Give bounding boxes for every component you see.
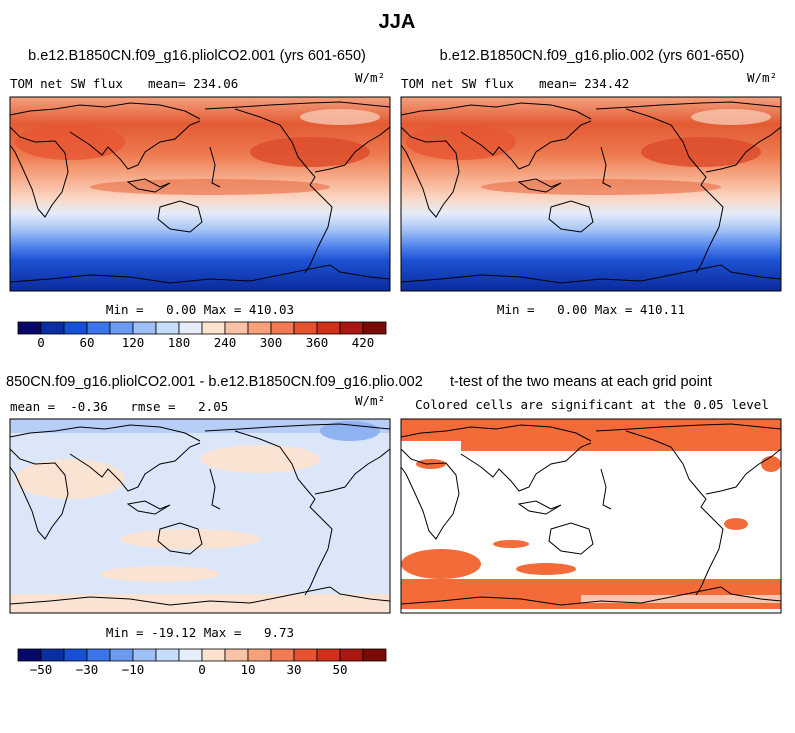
colorbar-box xyxy=(86,648,111,662)
colorbar-box xyxy=(201,321,226,335)
colorbar-box xyxy=(339,648,364,662)
panel-units: W/m² xyxy=(747,70,777,85)
panel-units: W/m² xyxy=(355,70,385,85)
colorbar-box xyxy=(63,648,88,662)
colorbar-box xyxy=(224,321,249,335)
colorbar-box xyxy=(155,321,180,335)
panel-title: t-test of the two means at each grid poi… xyxy=(450,374,712,390)
panel-left-label: TOM net SW flux xyxy=(10,76,123,91)
panel-units: W/m² xyxy=(355,393,385,408)
colorbar-label: −30 xyxy=(76,662,99,677)
colorbar-box xyxy=(155,648,180,662)
colorbar-box xyxy=(270,321,295,335)
map xyxy=(400,96,782,292)
figure-title: JJA xyxy=(379,11,416,33)
colorbar-box xyxy=(362,321,387,335)
colorbar-box xyxy=(109,321,134,335)
colorbar-label: 300 xyxy=(260,335,283,350)
panel-title: 850CN.f09_g16.pliolCO2.001 - b.e12.B1850… xyxy=(6,374,423,390)
colorbar-label: −10 xyxy=(122,662,145,677)
min-max: Min = 0.00 Max = 410.11 xyxy=(497,302,685,317)
min-max: Min = -19.12 Max = 9.73 xyxy=(106,625,294,640)
panel-title: b.e12.B1850CN.f09_g16.pliolCO2.001 (yrs … xyxy=(28,48,366,64)
colorbar-box xyxy=(270,648,295,662)
colorbar-box xyxy=(178,321,203,335)
colorbar-box xyxy=(316,648,341,662)
title-backdrop xyxy=(448,370,748,390)
colorbar-box xyxy=(17,648,42,662)
colorbar-box xyxy=(109,648,134,662)
colorbar-box xyxy=(63,321,88,335)
min-max: Min = 0.00 Max = 410.03 xyxy=(106,302,294,317)
colorbar-label: 50 xyxy=(332,662,347,677)
colorbar-box xyxy=(293,321,318,335)
colorbar-label: 240 xyxy=(214,335,237,350)
colorbar-box xyxy=(201,648,226,662)
colorbar-box xyxy=(86,321,111,335)
colorbar-box xyxy=(178,648,203,662)
colorbar-label: 0 xyxy=(37,335,45,350)
colorbar-box xyxy=(247,648,272,662)
colorbar-box xyxy=(132,648,157,662)
colorbar-box xyxy=(362,648,387,662)
panel-left-label: TOM net SW flux xyxy=(401,76,514,91)
colorbar-box xyxy=(247,321,272,335)
panel-center-label: mean= 234.06 xyxy=(148,76,238,91)
colorbar-box xyxy=(316,321,341,335)
map xyxy=(9,418,391,614)
colorbar-box xyxy=(132,321,157,335)
panel-title: b.e12.B1850CN.f09_g16.plio.002 (yrs 601-… xyxy=(440,48,745,64)
colorbar-label: −50 xyxy=(30,662,53,677)
map xyxy=(400,418,782,614)
colorbar-label: 10 xyxy=(240,662,255,677)
colorbar-label: 180 xyxy=(168,335,191,350)
colorbar-label: 420 xyxy=(352,335,375,350)
panel-center-label: Colored cells are significant at the 0.0… xyxy=(415,397,769,412)
colorbar-label: 120 xyxy=(122,335,145,350)
colorbar-label: 60 xyxy=(79,335,94,350)
colorbar-box xyxy=(40,648,65,662)
colorbar-box xyxy=(40,321,65,335)
panel-center-label: mean= 234.42 xyxy=(539,76,629,91)
colorbar-box xyxy=(293,648,318,662)
panel-left-label: mean = -0.36 rmse = 2.05 xyxy=(10,399,228,414)
map xyxy=(9,96,391,292)
colorbar-box xyxy=(17,321,42,335)
colorbar-label: 360 xyxy=(306,335,329,350)
colorbar-label: 30 xyxy=(286,662,301,677)
colorbar-label: 0 xyxy=(198,662,206,677)
colorbar-box xyxy=(224,648,249,662)
colorbar-box xyxy=(339,321,364,335)
